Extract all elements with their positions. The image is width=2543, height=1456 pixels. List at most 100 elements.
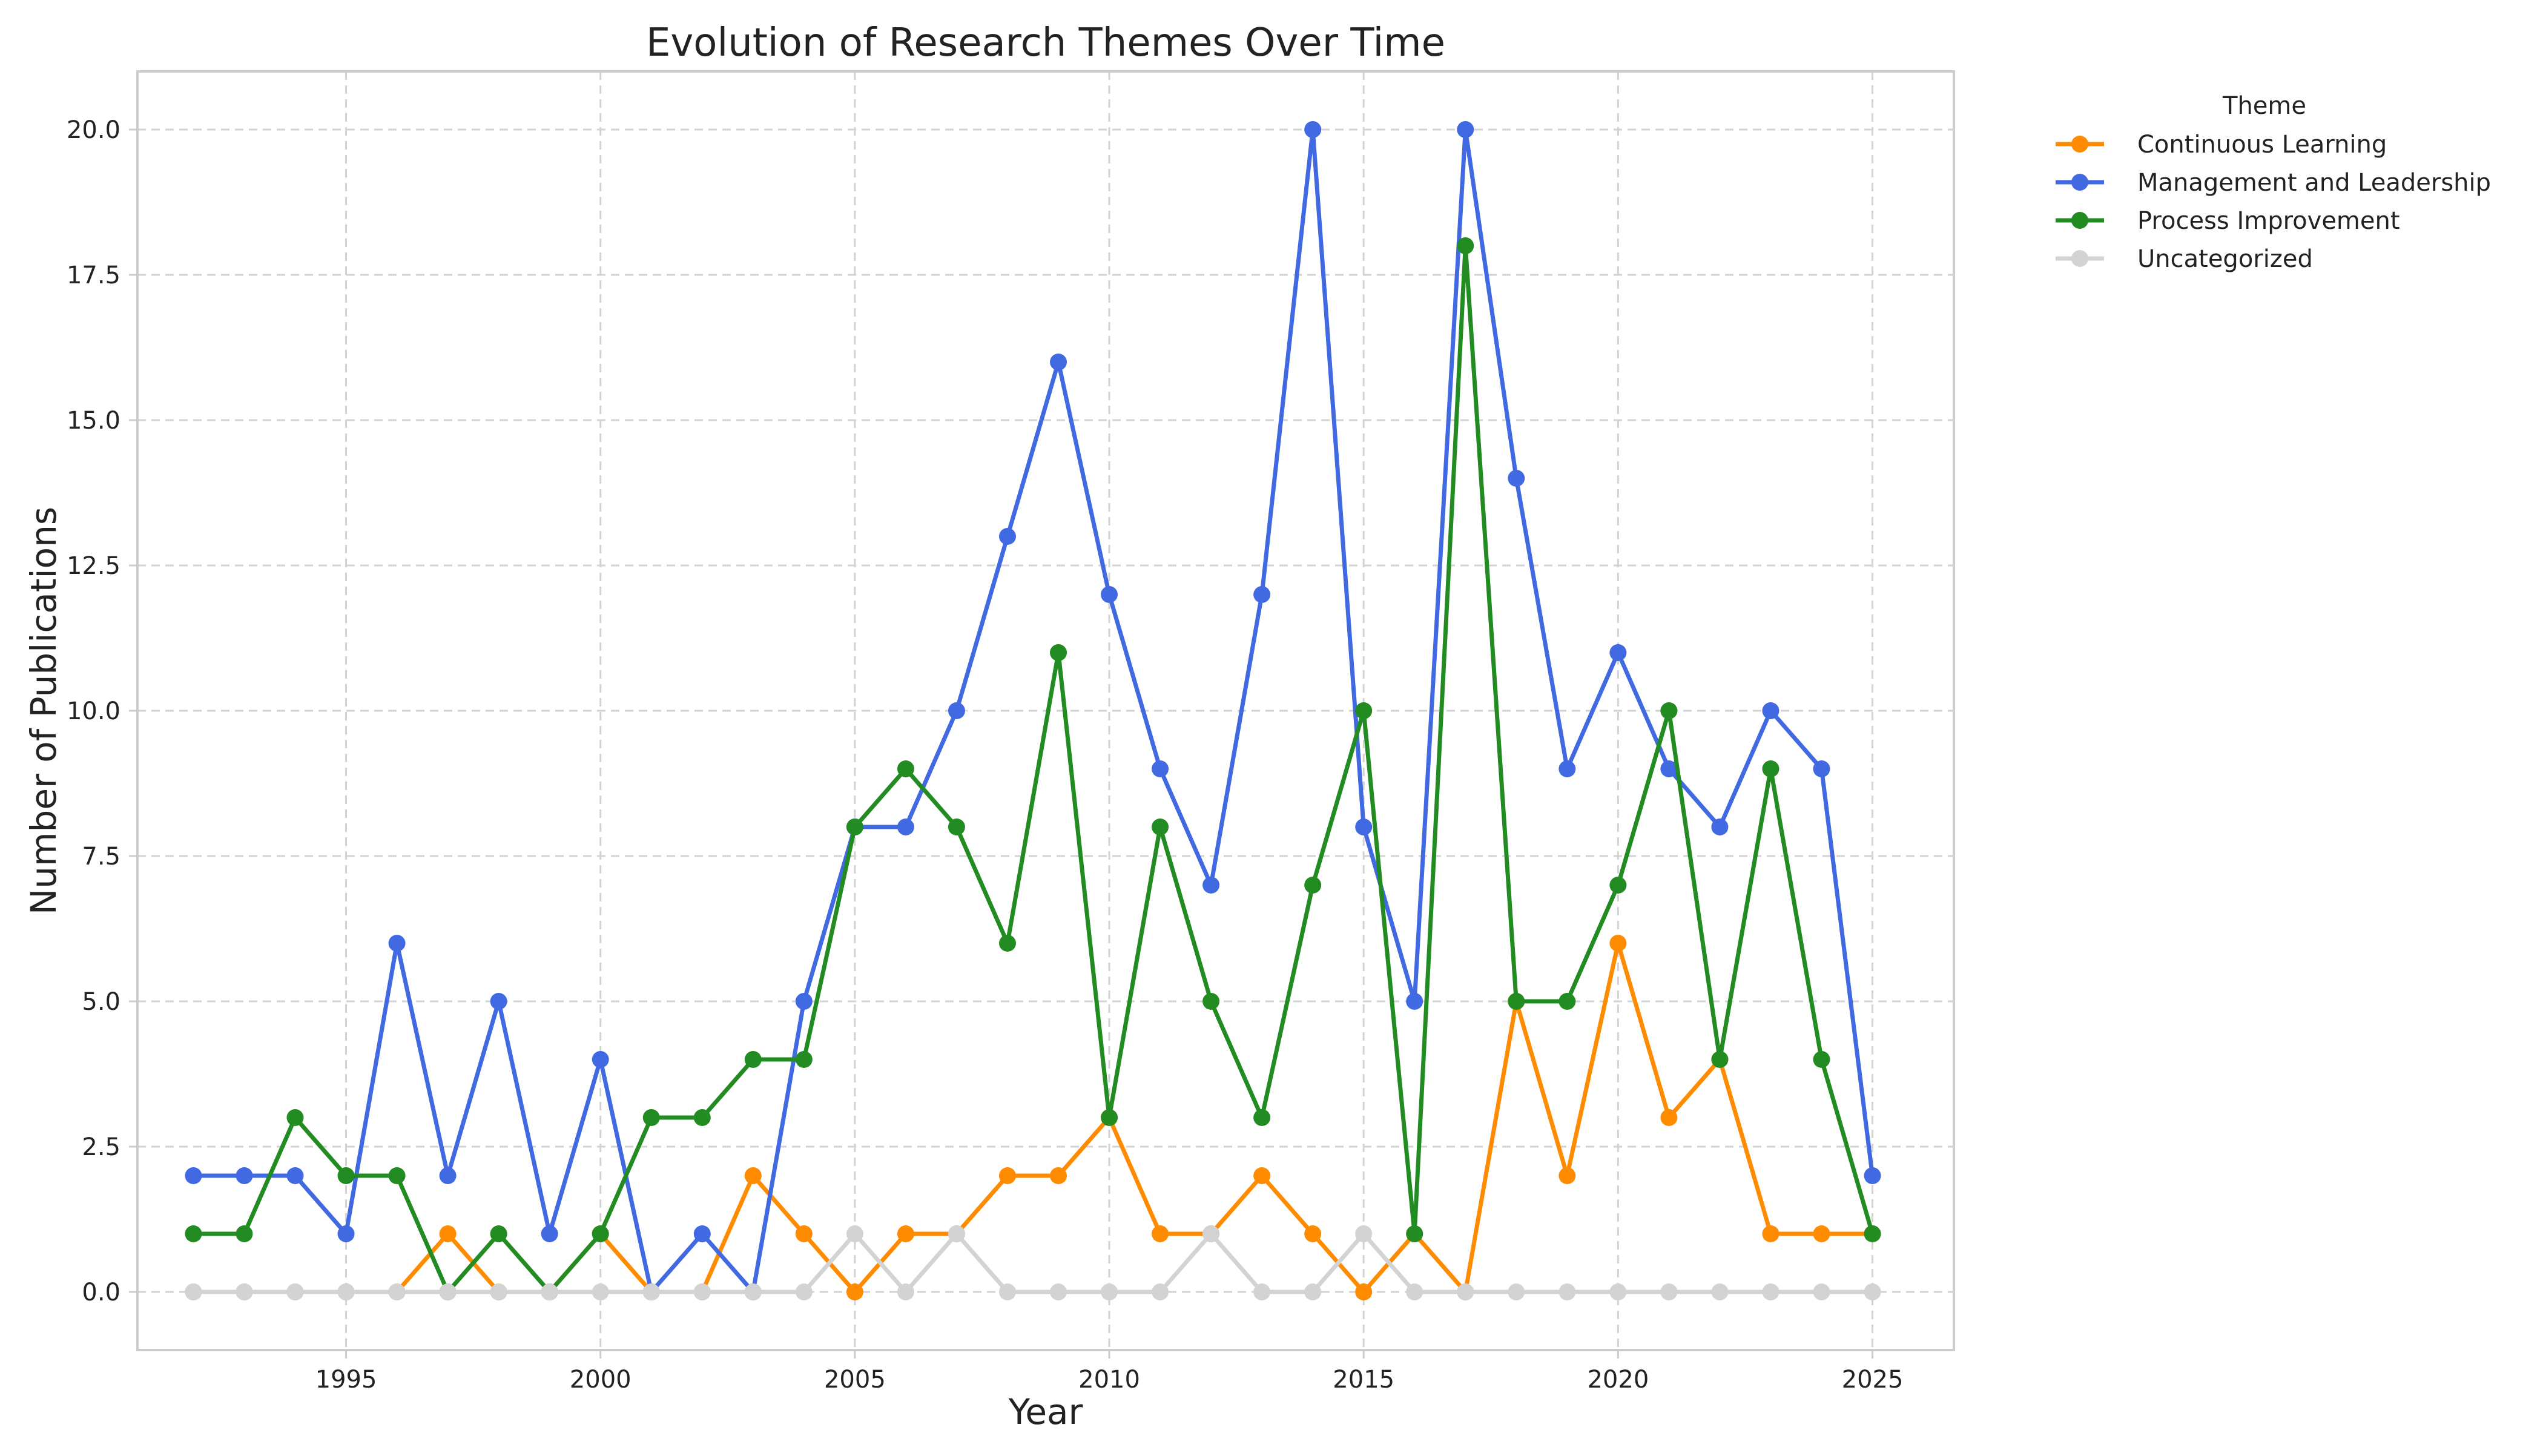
data-point-uncategorized [1813,1283,1830,1300]
data-point-continuous-learning [1813,1225,1830,1242]
y-tick-label: 20.0 [67,116,120,144]
data-point-uncategorized [1762,1283,1779,1300]
legend-marker-swatch [2071,212,2088,229]
data-point-process-improvement [388,1167,406,1184]
data-point-management-and-leadership [1609,644,1627,661]
data-point-uncategorized [998,1283,1016,1300]
data-point-continuous-learning [1304,1225,1322,1242]
data-point-management-and-leadership [693,1225,711,1242]
series-process-improvement [185,237,1881,1300]
data-point-uncategorized [236,1283,253,1300]
data-point-uncategorized [1355,1225,1373,1242]
data-point-process-improvement [1152,819,1169,835]
legend-title: Theme [2222,92,2306,120]
legend-item-management-and-leadership: Management and Leadership [2056,169,2491,197]
legend-label: Continuous Learning [2137,131,2387,159]
data-point-management-and-leadership [1202,877,1220,894]
data-point-uncategorized [1609,1283,1627,1300]
data-point-process-improvement [897,760,914,777]
data-point-management-and-leadership [236,1167,253,1184]
data-point-process-improvement [1050,644,1067,661]
data-point-process-improvement [1406,1225,1423,1242]
data-point-uncategorized [744,1283,762,1300]
data-point-management-and-leadership [1101,586,1118,603]
x-tick-label: 2025 [1842,1366,1904,1394]
data-point-continuous-learning [998,1167,1016,1184]
data-point-management-and-leadership [1864,1167,1881,1184]
data-point-uncategorized [1253,1283,1271,1300]
data-point-management-and-leadership [998,528,1016,545]
data-point-process-improvement [998,935,1016,952]
data-point-process-improvement [1508,993,1525,1010]
data-point-management-and-leadership [439,1167,457,1184]
data-point-process-improvement [1202,993,1220,1010]
y-tick-label: 0.0 [82,1279,120,1306]
data-point-management-and-leadership [1457,121,1474,138]
series-lines [185,121,1881,1300]
data-point-uncategorized [948,1225,965,1242]
legend-marker-swatch [2071,174,2088,191]
data-point-uncategorized [1864,1283,1881,1300]
data-point-management-and-leadership [795,993,813,1010]
data-point-management-and-leadership [897,819,914,835]
data-point-process-improvement [846,819,863,835]
data-point-process-improvement [693,1109,711,1126]
data-point-management-and-leadership [541,1225,558,1242]
data-point-uncategorized [592,1283,609,1300]
data-point-process-improvement [642,1109,660,1126]
data-point-process-improvement [592,1225,609,1242]
data-point-management-and-leadership [286,1167,304,1184]
data-point-continuous-learning [1253,1167,1271,1184]
data-point-continuous-learning [1050,1167,1067,1184]
data-point-management-and-leadership [1762,702,1779,719]
y-axis-label: Number of Publications [23,507,64,915]
y-tick-label: 5.0 [82,988,120,1016]
data-point-uncategorized [693,1283,711,1300]
data-point-management-and-leadership [1152,760,1169,777]
data-point-management-and-leadership [592,1051,609,1068]
data-point-process-improvement [1457,237,1474,254]
data-point-uncategorized [1711,1283,1729,1300]
x-axis-label: Year [1008,1391,1083,1432]
data-point-uncategorized [1457,1283,1474,1300]
series-uncategorized [185,1225,1881,1300]
data-point-continuous-learning [1558,1167,1576,1184]
data-point-process-improvement [185,1225,202,1242]
data-point-uncategorized [1202,1225,1220,1242]
data-point-management-and-leadership [1355,819,1373,835]
legend-label: Management and Leadership [2137,169,2491,197]
data-point-uncategorized [1558,1283,1576,1300]
data-point-continuous-learning [897,1225,914,1242]
data-point-management-and-leadership [490,993,507,1010]
data-point-management-and-leadership [1711,819,1729,835]
series-line-management-and-leadership [193,127,1875,1294]
data-point-uncategorized [1508,1283,1525,1300]
data-point-process-improvement [1253,1109,1271,1126]
series-line-uncategorized [193,1231,1873,1294]
y-tick-label: 10.0 [67,697,120,725]
legend: Theme Continuous Learning Management and … [2056,92,2491,273]
series-line-process-improvement [193,243,1875,1294]
data-point-continuous-learning [439,1225,457,1242]
axis-ticks: 1995 2000 2005 2010 2015 2020 2025 0.0 2.5 5.0 7.5… [67,116,1904,1394]
data-point-management-and-leadership [1813,760,1830,777]
data-point-process-improvement [1101,1109,1118,1126]
data-point-uncategorized [642,1283,660,1300]
data-point-continuous-learning [795,1225,813,1242]
data-point-uncategorized [490,1283,507,1300]
data-point-management-and-leadership [1508,470,1525,487]
data-point-process-improvement [236,1225,253,1242]
data-point-process-improvement [1304,877,1322,894]
data-point-uncategorized [1406,1283,1423,1300]
data-point-uncategorized [1050,1283,1067,1300]
data-point-process-improvement [1762,760,1779,777]
legend-item-continuous-learning: Continuous Learning [2056,131,2387,159]
y-tick-label: 2.5 [82,1133,120,1161]
data-point-process-improvement [1864,1225,1881,1242]
data-point-uncategorized [795,1283,813,1300]
y-tick-label: 7.5 [82,843,120,871]
data-point-uncategorized [1304,1283,1322,1300]
data-point-uncategorized [897,1283,914,1300]
